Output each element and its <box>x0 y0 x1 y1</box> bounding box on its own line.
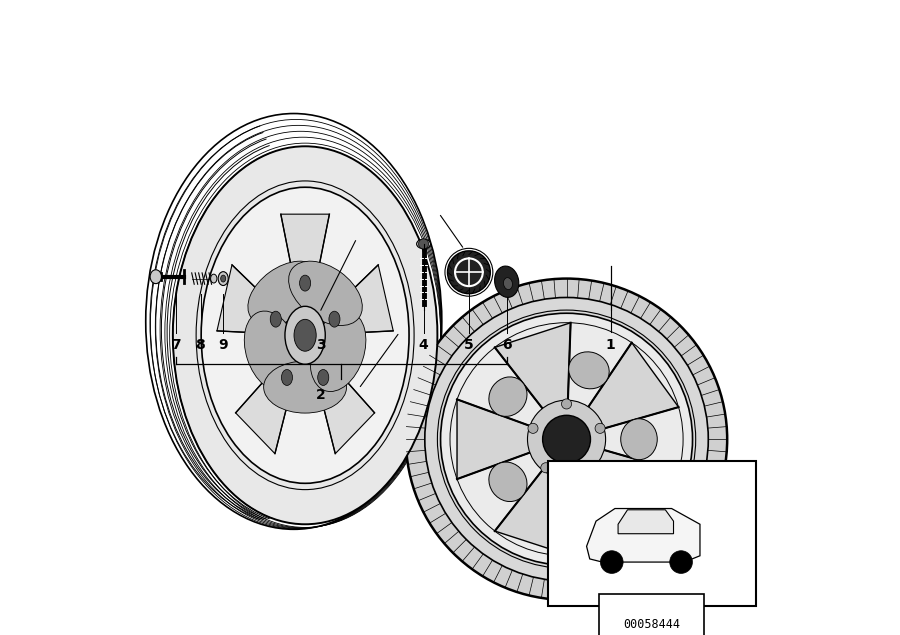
Text: 1: 1 <box>606 338 616 352</box>
Ellipse shape <box>417 239 430 249</box>
Polygon shape <box>217 265 287 334</box>
Polygon shape <box>580 446 679 536</box>
Polygon shape <box>281 214 329 306</box>
Ellipse shape <box>569 352 609 389</box>
Ellipse shape <box>270 311 282 327</box>
Circle shape <box>447 251 491 294</box>
Polygon shape <box>495 323 571 420</box>
Ellipse shape <box>289 261 363 326</box>
Circle shape <box>441 313 692 565</box>
Bar <box>547 461 755 606</box>
Polygon shape <box>236 354 298 453</box>
Text: 9: 9 <box>219 338 228 352</box>
Polygon shape <box>618 510 673 534</box>
Text: 8: 8 <box>195 338 205 352</box>
Ellipse shape <box>264 361 346 413</box>
Polygon shape <box>312 354 374 453</box>
Circle shape <box>528 424 538 433</box>
Ellipse shape <box>220 275 226 282</box>
Ellipse shape <box>218 272 229 286</box>
Circle shape <box>582 463 592 473</box>
Circle shape <box>455 258 482 286</box>
Circle shape <box>541 463 551 473</box>
Ellipse shape <box>310 311 366 392</box>
Circle shape <box>406 279 727 600</box>
Ellipse shape <box>489 377 527 417</box>
Circle shape <box>425 297 708 581</box>
Polygon shape <box>457 399 544 479</box>
Ellipse shape <box>621 418 657 460</box>
Ellipse shape <box>328 311 340 327</box>
Circle shape <box>418 239 428 249</box>
Ellipse shape <box>489 462 527 502</box>
Ellipse shape <box>300 275 310 291</box>
Polygon shape <box>323 265 393 334</box>
Circle shape <box>543 415 590 463</box>
Text: 6: 6 <box>502 338 511 352</box>
Polygon shape <box>495 458 571 556</box>
Ellipse shape <box>244 311 300 392</box>
Ellipse shape <box>294 319 316 351</box>
Circle shape <box>600 551 623 573</box>
Ellipse shape <box>173 146 437 525</box>
Circle shape <box>595 424 605 433</box>
Text: 7: 7 <box>171 338 181 352</box>
Ellipse shape <box>285 306 325 364</box>
Text: 2: 2 <box>316 388 326 402</box>
Ellipse shape <box>495 266 518 297</box>
Ellipse shape <box>318 370 328 385</box>
Ellipse shape <box>503 277 512 290</box>
Polygon shape <box>587 509 700 562</box>
Text: 5: 5 <box>464 338 473 352</box>
Polygon shape <box>580 343 679 432</box>
Text: 3: 3 <box>316 338 326 352</box>
Ellipse shape <box>202 187 410 483</box>
Text: 00058444: 00058444 <box>623 617 680 631</box>
Circle shape <box>670 551 692 573</box>
Ellipse shape <box>248 261 321 326</box>
Ellipse shape <box>282 370 292 385</box>
Circle shape <box>562 399 572 409</box>
Circle shape <box>527 400 606 478</box>
Ellipse shape <box>569 490 609 526</box>
Ellipse shape <box>150 270 161 284</box>
Ellipse shape <box>211 274 217 283</box>
Text: 4: 4 <box>418 338 428 352</box>
